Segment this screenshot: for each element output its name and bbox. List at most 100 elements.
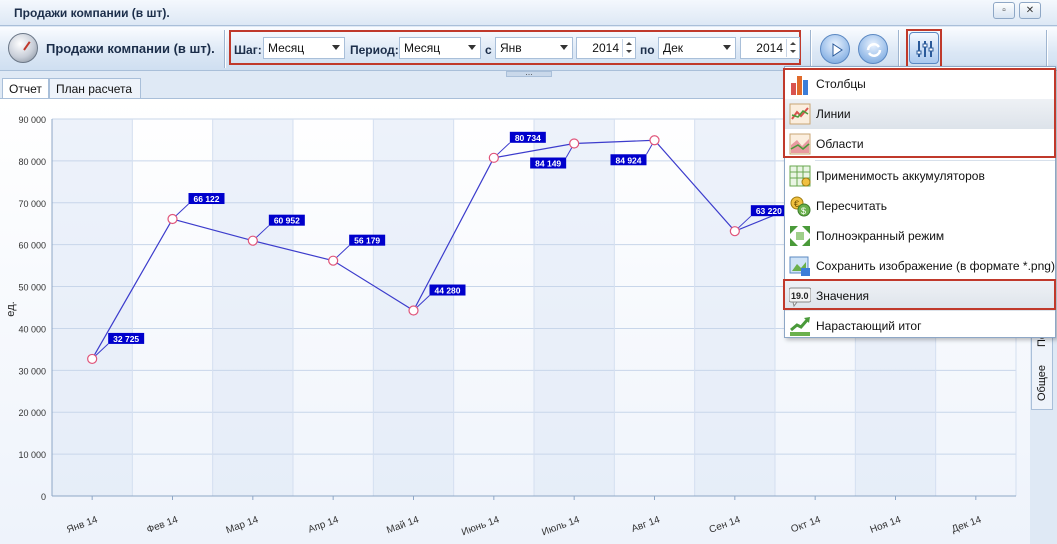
menu-item-recalculate[interactable]: € $ Пересчитать bbox=[785, 191, 1055, 221]
data-label-box bbox=[530, 157, 567, 169]
side-tab-general[interactable]: Общее bbox=[1036, 365, 1048, 402]
data-label: 84 924 bbox=[616, 155, 642, 165]
y-tick-label: 90 000 bbox=[18, 115, 46, 125]
menu-item-lines[interactable]: Линии bbox=[785, 99, 1055, 129]
period-label: Период: bbox=[350, 43, 399, 57]
data-point bbox=[247, 235, 258, 246]
spin-up-icon[interactable] bbox=[786, 39, 798, 48]
data-label-box bbox=[188, 193, 225, 205]
menu-item-save-image[interactable]: Сохранить изображение (в формате *.png) bbox=[785, 251, 1055, 281]
run-button[interactable] bbox=[820, 34, 850, 64]
menu-item-accumulators[interactable]: Применимость аккумуляторов bbox=[785, 161, 1055, 191]
chart-band bbox=[52, 119, 133, 496]
to-year-spinner[interactable]: 2014 bbox=[740, 37, 800, 59]
data-label: 63 220 bbox=[756, 206, 782, 216]
report-tabs: Отчет План расчета bbox=[0, 78, 790, 98]
data-label-box bbox=[349, 234, 386, 246]
to-year-value: 2014 bbox=[756, 41, 783, 55]
chevron-down-icon bbox=[560, 45, 568, 50]
x-tick-label: Май 14 bbox=[385, 514, 421, 536]
bar-chart-icon bbox=[791, 76, 808, 95]
chart-band bbox=[212, 119, 293, 496]
x-tick-label: Дек 14 bbox=[950, 514, 983, 535]
y-tick-label: 40 000 bbox=[18, 324, 46, 334]
data-label-box bbox=[610, 154, 647, 166]
to-label: по bbox=[640, 43, 655, 57]
chevron-down-icon bbox=[468, 45, 476, 50]
from-year-value: 2014 bbox=[592, 41, 619, 55]
data-point bbox=[649, 135, 660, 146]
data-point bbox=[569, 138, 580, 149]
svg-text:19.0: 19.0 bbox=[791, 291, 809, 301]
data-label: 44 280 bbox=[435, 286, 461, 296]
data-point bbox=[408, 305, 419, 316]
menu-item-areas[interactable]: Области bbox=[785, 129, 1055, 159]
tab-report[interactable]: Отчет bbox=[2, 78, 49, 98]
menu-item-values[interactable]: 19.0 Значения bbox=[785, 281, 1055, 311]
close-button[interactable]: ✕ bbox=[1019, 2, 1041, 19]
window-title: Продажи компании (в шт). bbox=[14, 6, 170, 20]
y-axis-label: ед. bbox=[5, 301, 17, 316]
from-year-spinner[interactable]: 2014 bbox=[576, 37, 636, 59]
tab-calc-plan[interactable]: План расчета bbox=[49, 78, 141, 98]
restore-button[interactable]: ▫ bbox=[993, 2, 1015, 19]
gauge-icon bbox=[8, 33, 38, 63]
to-month-combo[interactable]: Дек bbox=[658, 37, 736, 59]
from-month-combo[interactable]: Янв bbox=[495, 37, 573, 59]
data-label-box bbox=[429, 284, 466, 296]
x-tick-label: Фев 14 bbox=[145, 514, 180, 536]
values-icon: 19.0 bbox=[789, 287, 811, 307]
side-tabs: Общее Пе bbox=[1031, 330, 1053, 410]
svg-text:$: $ bbox=[801, 206, 806, 216]
toolbar: Продажи компании (в шт). Шаг: Месяц Пери… bbox=[0, 27, 1057, 71]
chart-band bbox=[694, 119, 775, 496]
step-combo[interactable]: Месяц bbox=[263, 37, 345, 59]
y-tick-label: 30 000 bbox=[18, 366, 46, 376]
to-month-value: Дек bbox=[663, 41, 684, 55]
fullscreen-icon bbox=[790, 226, 810, 246]
data-point bbox=[87, 353, 98, 365]
data-label-box bbox=[509, 131, 546, 143]
y-tick-label: 60 000 bbox=[18, 241, 46, 251]
chevron-down-icon bbox=[723, 45, 731, 50]
refresh-button[interactable] bbox=[858, 34, 888, 64]
step-value: Месяц bbox=[268, 41, 305, 55]
save-image-icon bbox=[789, 256, 810, 276]
spin-up-icon[interactable] bbox=[622, 39, 634, 48]
menu-item-label: Сохранить изображение (в формате *.png) bbox=[816, 259, 1055, 273]
x-tick-label: Июнь 14 bbox=[460, 514, 501, 538]
panel-splitter[interactable]: … bbox=[506, 69, 552, 77]
line-chart-icon bbox=[789, 103, 811, 125]
data-point bbox=[328, 255, 339, 266]
y-tick-label: 50 000 bbox=[18, 283, 46, 293]
title-bar: Продажи компании (в шт). ▫ ✕ bbox=[0, 0, 1057, 26]
x-tick-label: Ноя 14 bbox=[869, 514, 903, 535]
menu-item-label: Применимость аккумуляторов bbox=[816, 169, 985, 183]
period-combo[interactable]: Месяц bbox=[399, 37, 481, 59]
period-value: Месяц bbox=[404, 41, 441, 55]
data-point bbox=[488, 152, 499, 163]
y-tick-label: 70 000 bbox=[18, 199, 46, 209]
data-point bbox=[167, 213, 178, 225]
step-label: Шаг: bbox=[234, 43, 262, 57]
chart-options-menu: Столбцы Линии Области Применимость аккум… bbox=[783, 66, 1056, 341]
play-icon bbox=[832, 43, 843, 57]
menu-item-label: Полноэкранный режим bbox=[816, 229, 945, 243]
menu-item-cumulative[interactable]: Нарастающий итог bbox=[785, 311, 1055, 341]
menu-item-bars[interactable]: Столбцы bbox=[785, 69, 1055, 99]
series-line bbox=[91, 139, 816, 360]
y-tick-label: 20 000 bbox=[18, 408, 46, 418]
data-label: 56 179 bbox=[354, 236, 380, 246]
recalculate-icon: €$ bbox=[790, 196, 811, 217]
menu-item-fullscreen[interactable]: Полноэкранный режим bbox=[785, 221, 1055, 251]
data-label: 60 952 bbox=[274, 216, 300, 226]
menu-item-label: Столбцы bbox=[816, 77, 866, 91]
tab-label: План расчета bbox=[56, 82, 133, 96]
chart-options-button[interactable] bbox=[909, 32, 939, 64]
data-label: 32 725 bbox=[113, 334, 139, 344]
y-tick-label: 10 000 bbox=[18, 450, 46, 460]
table-icon bbox=[789, 165, 811, 187]
spin-down-icon[interactable] bbox=[786, 48, 798, 57]
spin-down-icon[interactable] bbox=[622, 48, 634, 57]
from-label: с bbox=[485, 43, 492, 57]
